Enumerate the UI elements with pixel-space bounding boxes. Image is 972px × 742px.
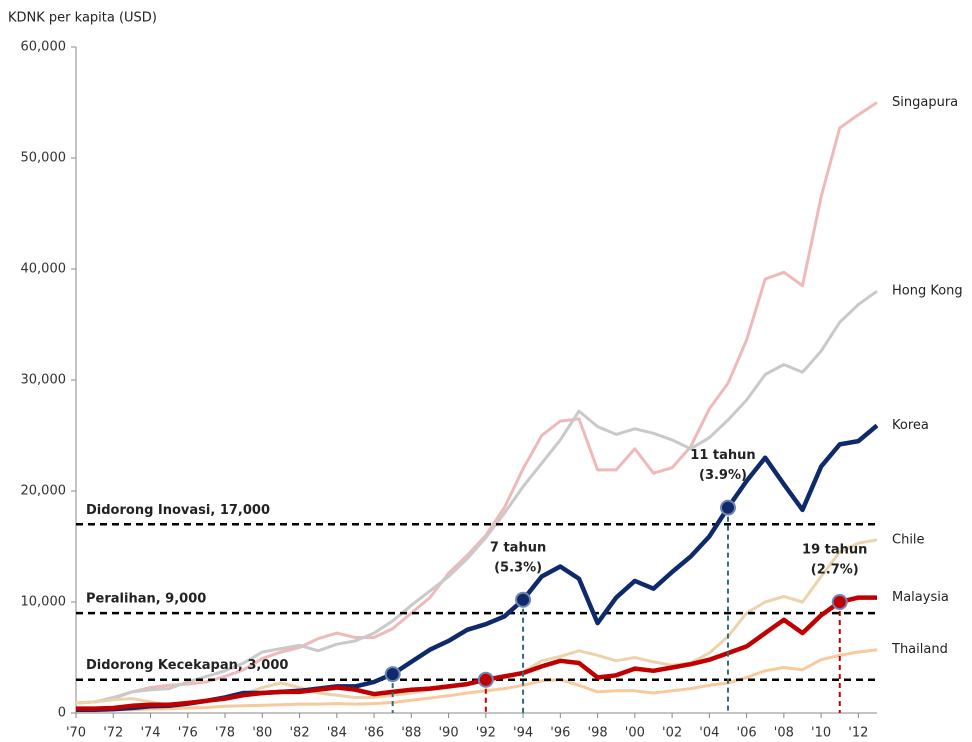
x-tick-label: '06 [737, 726, 757, 741]
x-tick-label: '78 [215, 726, 235, 741]
y-tick-label: 0 [58, 706, 66, 721]
x-tick-label: '88 [401, 726, 421, 741]
y-tick-label: 30,000 [21, 373, 67, 388]
series-label: Malaysia [892, 590, 949, 605]
x-tick-label: '08 [774, 726, 794, 741]
x-tick-label: '10 [811, 726, 831, 741]
x-tick-label: '94 [513, 726, 533, 741]
annotation: 7 tahun [490, 540, 546, 555]
x-tick-label: '80 [252, 726, 272, 741]
x-tick-label: '82 [289, 726, 309, 741]
y-tick-label: 50,000 [21, 151, 67, 166]
annotation: 11 tahun [690, 448, 755, 463]
x-tick-label: '84 [327, 726, 347, 741]
x-tick-label: '98 [588, 726, 608, 741]
series-label: Thailand [891, 642, 948, 657]
series-line [76, 648, 878, 713]
series-label: Hong Kong [892, 284, 963, 299]
y-axis-label: KDNK per kapita (USD) [8, 11, 157, 26]
series-line [75, 101, 878, 705]
x-tick-label: '00 [625, 726, 645, 741]
x-tick-label: '72 [103, 726, 123, 741]
y-tick-label: 10,000 [21, 595, 67, 610]
y-tick-label: 40,000 [21, 262, 67, 277]
x-tick-label: '92 [476, 726, 496, 741]
highlight-marker [384, 666, 401, 683]
highlight-marker [477, 671, 494, 688]
annotation: 19 tahun [802, 543, 867, 558]
annotation: (3.9%) [699, 468, 747, 483]
x-tick-label: '76 [178, 726, 198, 741]
series-line [75, 289, 878, 705]
y-tick-label: 60,000 [21, 40, 67, 55]
reference-label: Didorong Kecekapan, 3,000 [86, 658, 288, 673]
x-tick-label: '86 [364, 726, 384, 741]
x-tick-label: '74 [140, 726, 160, 741]
x-tick-label: '04 [699, 726, 719, 741]
x-tick-label: '70 [66, 726, 86, 741]
highlight-marker [719, 499, 736, 516]
x-tick-label: '12 [848, 726, 868, 741]
y-tick-label: 20,000 [21, 484, 67, 499]
series-label: Korea [892, 418, 929, 433]
series-label: Singapura [892, 95, 958, 110]
x-tick-label: '90 [438, 726, 458, 741]
series-label: Chile [892, 532, 925, 547]
x-tick-label: '96 [550, 726, 570, 741]
series-line [76, 595, 877, 711]
highlight-marker [515, 591, 532, 608]
highlight-marker [831, 594, 848, 610]
annotation: (2.7%) [811, 563, 859, 578]
x-tick-label: '02 [662, 726, 682, 741]
annotation: (5.3%) [494, 560, 542, 575]
reference-label: Didorong Inovasi, 17,000 [86, 503, 270, 518]
reference-label: Peralihan, 9,000 [86, 592, 206, 607]
